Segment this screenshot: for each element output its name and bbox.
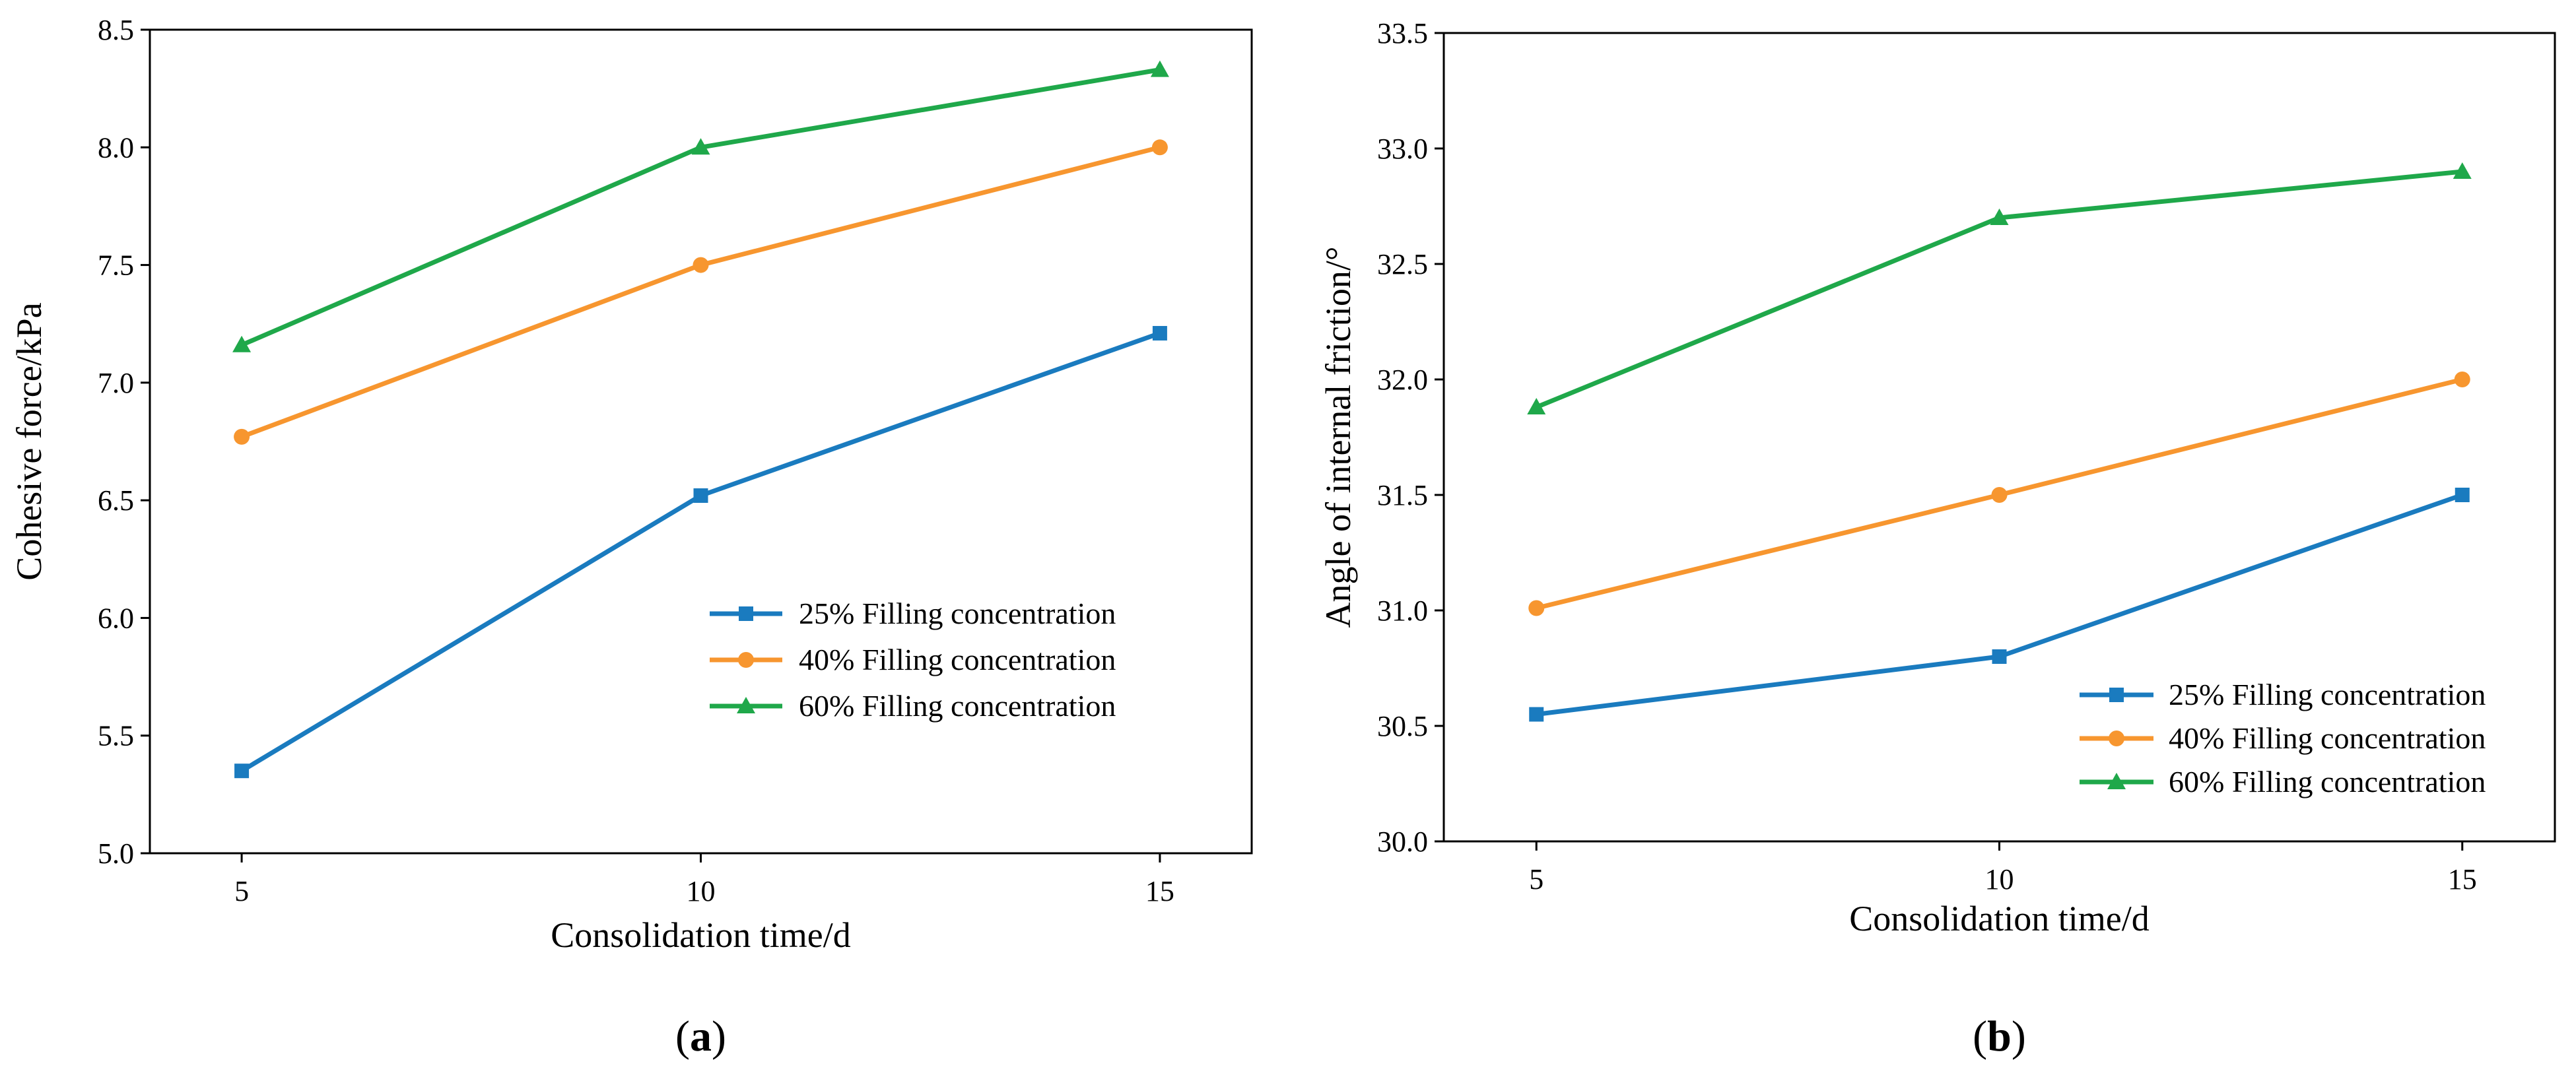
y-tick-label: 8.5 [98,14,134,46]
panel-label-open: ( [675,1012,690,1060]
data-point [232,335,252,352]
data-point [2454,372,2470,387]
legend-label: 40% Filling concentration [2169,721,2486,755]
panel-label-close: ) [712,1012,726,1060]
y-tick-label: 32.5 [1377,248,1428,280]
x-tick-label: 10 [687,875,716,907]
panel-label-letter: b [1987,1012,2012,1060]
series-3 [1527,162,2472,414]
y-tick-label: 30.5 [1377,710,1428,742]
x-axis-title: Consolidation time/d [1849,899,2150,938]
panel-label: (a) [675,1012,726,1060]
legend-label: 60% Filling concentration [799,689,1116,723]
data-point [1991,487,2008,503]
legend-marker [2109,731,2124,746]
plot-frame [1442,32,2556,843]
panel-label-letter: a [690,1012,712,1060]
y-tick-label: 31.5 [1377,479,1428,511]
data-point [1527,398,1546,414]
panel-label-open: ( [1973,1012,1987,1060]
data-point [1529,707,1544,722]
legend-label: 25% Filling concentration [2169,678,2486,711]
series-2 [234,139,1168,445]
series-2 [1528,372,2470,616]
y-tick-label: 6.0 [98,602,134,634]
data-point [1151,139,1168,156]
panel-label-close: ) [2012,1012,2026,1060]
y-axis-title: Angle of internal friction/° [1318,247,1358,628]
y-tick-label: 6.5 [98,484,134,517]
series-1 [1529,488,2470,722]
y-tick-label: 7.5 [98,249,134,282]
data-point [691,138,710,155]
series-line [240,67,1161,348]
y-tick-label: 5.0 [98,837,134,870]
legend: 25% Filling concentration 40% Filling con… [710,597,1116,723]
data-point [693,488,708,504]
data-point [2455,488,2470,502]
y-tick-label: 8.0 [98,131,134,164]
legend: 25% Filling concentration 40% Filling con… [2080,678,2486,798]
data-point [693,257,709,273]
x-tick-label: 15 [1145,875,1174,907]
series-line [240,145,1161,439]
chart-panel-a: 5.0 5.5 6.0 6.5 7.0 7.5 8.0 8.5 5 10 15 Consolidati… [9,14,1253,1060]
data-point [234,764,250,779]
panel-label: (b) [1973,1012,2026,1060]
chart-panel-b: 30.0 30.5 31.0 31.5 32.0 32.5 33.0 33.5 5 10 15 Con… [1318,17,2556,1060]
data-point [1150,60,1169,77]
legend-marker [2109,688,2124,702]
data-point [1152,325,1167,341]
legend-marker [737,697,755,713]
legend-label: 25% Filling concentration [799,597,1116,630]
x-axis-title: Consolidation time/d [551,915,851,955]
y-tick-label: 30.0 [1377,826,1428,858]
legend-marker [2107,773,2126,789]
data-point [234,428,250,445]
series-3 [232,60,1169,352]
data-point [1992,649,2007,664]
x-tick-label: 10 [1985,863,2014,895]
series-1 [234,325,1167,779]
data-point [2453,162,2472,179]
legend-marker [738,652,754,668]
y-tick-label: 33.0 [1377,133,1428,165]
x-tick-label: 15 [2448,863,2477,895]
y-tick-label: 31.0 [1377,595,1428,627]
data-point [1990,209,2009,225]
legend-marker [739,606,753,621]
legend-label: 60% Filling concentration [2169,765,2486,798]
x-tick-label: 5 [1529,863,1543,895]
y-tick-label: 33.5 [1377,17,1428,49]
series-line [1535,169,2463,410]
y-tick-label: 5.5 [98,720,134,752]
legend-label: 40% Filling concentration [799,643,1116,676]
x-tick-label: 5 [234,875,249,907]
y-tick-label: 32.0 [1377,364,1428,396]
y-tick-label: 7.0 [98,367,134,399]
data-point [1528,600,1545,616]
y-axis-title: Cohesive force/kPa [9,302,49,580]
